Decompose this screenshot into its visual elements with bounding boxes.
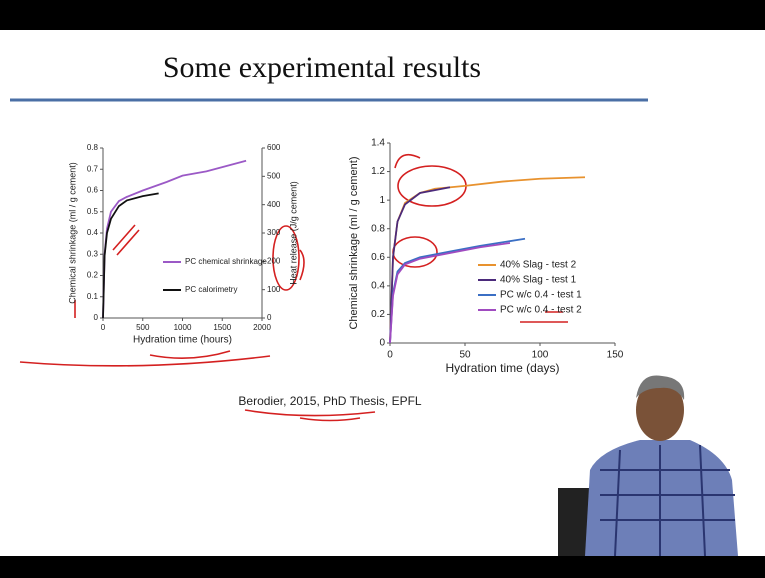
pen-annotations [19, 153, 568, 422]
legend-label: 40% Slag - test 2 [500, 260, 577, 271]
shirt [585, 440, 738, 556]
y2-tick-label: 100 [267, 285, 281, 294]
x-axis-label: Hydration time (hours) [133, 335, 232, 346]
x-tick-label: 150 [607, 350, 624, 361]
y-tick-label: 0.7 [87, 164, 99, 173]
hair [636, 375, 685, 400]
y2-tick-label: 0 [267, 313, 272, 322]
y2-axis-label: Heat release (J/g cement) [288, 181, 298, 285]
legend-label: 40% Slag - test 1 [500, 275, 577, 286]
y-axis-label: Chemical shrinkage (ml / g cement) [348, 156, 360, 329]
legend-label: PC w/c 0.4 - test 2 [500, 305, 582, 316]
x-tick-label: 2000 [253, 323, 271, 332]
series-line [389, 186, 451, 344]
y-tick-label: 1.4 [371, 138, 385, 149]
legend-label: PC w/c 0.4 - test 1 [500, 290, 582, 301]
citation: Berodier, 2015, PhD Thesis, EPFL [238, 394, 422, 408]
y-tick-label: 0.3 [87, 249, 99, 258]
head [636, 379, 684, 441]
y-tick-label: 0.6 [371, 252, 385, 263]
y2-tick-label: 500 [267, 171, 281, 180]
y-axis-label: Chemical shrinkage (ml / g cement) [67, 162, 77, 304]
chair [558, 488, 590, 556]
y-tick-label: 0.2 [87, 271, 99, 280]
y-tick-label: 0.4 [87, 228, 99, 237]
series-line [102, 192, 159, 319]
x-tick-label: 1500 [213, 323, 231, 332]
y-tick-label: 0.8 [371, 223, 385, 234]
x-tick-label: 0 [101, 323, 106, 332]
chart: 0 0.2 0.4 0.6 0.8 1 1.2 1.4 0 50 100 150 Chemical sh… [348, 138, 624, 376]
y2-tick-label: 400 [267, 200, 281, 209]
y2-tick-label: 600 [267, 143, 281, 152]
y-tick-label: 0 [94, 313, 99, 322]
legend-label: PC calorimetry [185, 285, 237, 294]
x-tick-label: 50 [459, 350, 471, 361]
y-tick-label: 0.4 [371, 280, 385, 291]
x-tick-label: 500 [136, 323, 150, 332]
chart: 00.10.20.30.40.50.60.70.80 500 1000 1500 200… [67, 143, 298, 346]
series-line [389, 242, 511, 344]
x-tick-label: 0 [387, 350, 393, 361]
y-tick-label: 0.2 [371, 309, 385, 320]
y-tick-label: 0.5 [87, 207, 99, 216]
x-tick-label: 1000 [174, 323, 192, 332]
y-tick-label: 0.1 [87, 292, 99, 301]
y-tick-label: 1.2 [371, 166, 385, 177]
y-tick-label: 0.6 [87, 186, 99, 195]
legend-label: PC chemical shrinkage [185, 257, 267, 266]
slide-title: Some experimental results [163, 51, 481, 84]
presenter [558, 375, 738, 557]
y-tick-label: 0 [379, 338, 385, 349]
y-tick-label: 1 [379, 195, 385, 206]
y2-tick-label: 200 [267, 256, 281, 265]
y-tick-label: 0.8 [87, 143, 99, 152]
x-tick-label: 100 [532, 350, 549, 361]
x-axis-label: Hydration time (days) [445, 361, 559, 375]
y2-tick-label: 300 [267, 228, 281, 237]
shirt-check [600, 444, 735, 557]
